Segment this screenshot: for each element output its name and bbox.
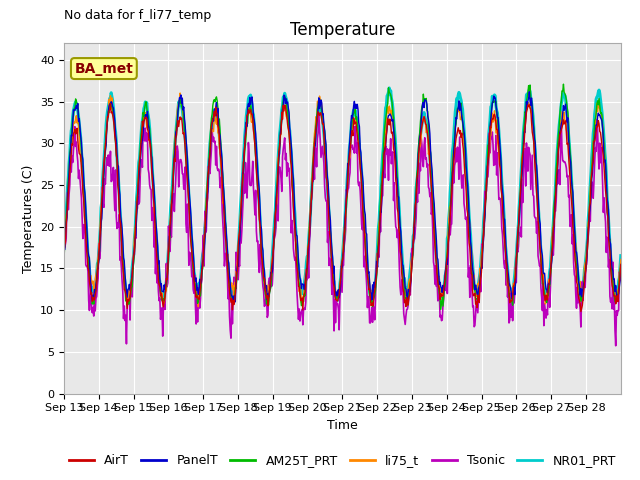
Text: No data for f_li77_temp: No data for f_li77_temp <box>64 9 211 22</box>
Title: Temperature: Temperature <box>290 21 395 39</box>
Legend: AirT, PanelT, AM25T_PRT, li75_t, Tsonic, NR01_PRT: AirT, PanelT, AM25T_PRT, li75_t, Tsonic,… <box>64 449 621 472</box>
X-axis label: Time: Time <box>327 419 358 432</box>
Y-axis label: Temperatures (C): Temperatures (C) <box>22 164 35 273</box>
Text: BA_met: BA_met <box>74 61 133 75</box>
